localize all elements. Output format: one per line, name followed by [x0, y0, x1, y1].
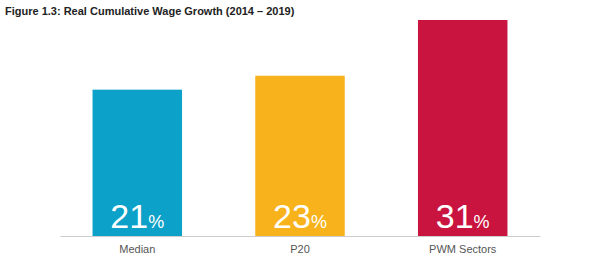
bar — [255, 76, 344, 236]
data-labels: 21% 23% 31% — [110, 197, 489, 235]
data-label: 31% — [436, 197, 490, 235]
tick: PWM Sectors — [429, 236, 497, 255]
bar — [418, 20, 507, 236]
bars — [93, 20, 508, 236]
tick-label: P20 — [290, 243, 310, 255]
tick-label: Median — [119, 243, 155, 255]
bar — [93, 90, 182, 236]
data-label: 23% — [273, 197, 327, 235]
tick: Median — [119, 236, 155, 255]
title: Figure 1.3: Real Cumulative Wage Growth … — [5, 5, 295, 17]
x-axis-line — [61, 236, 541, 237]
x-axis: Median P20 PWM Sectors — [61, 236, 541, 255]
data-label: 21% — [110, 197, 164, 235]
tick-label: PWM Sectors — [429, 243, 497, 255]
chart: Figure 1.3: Real Cumulative Wage Growth … — [0, 0, 600, 264]
tick: P20 — [290, 236, 310, 255]
